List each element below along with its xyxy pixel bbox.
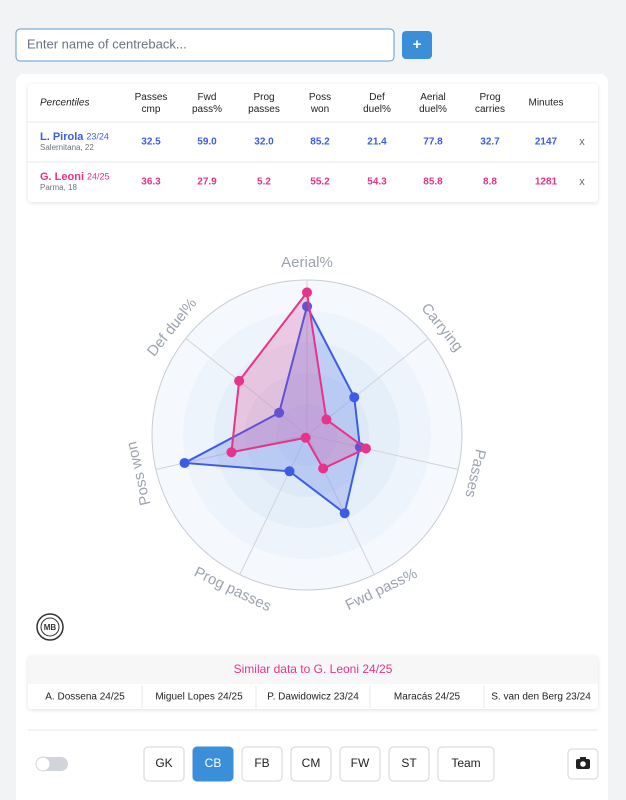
- player-name: G. Leoni: [40, 171, 84, 183]
- position-button-label: GK: [155, 756, 172, 770]
- radar-point: [274, 407, 285, 418]
- similar-item[interactable]: Maracás 24/25: [394, 692, 461, 703]
- table-cell: 32.0: [254, 137, 274, 148]
- table-cell: 21.4: [367, 137, 387, 148]
- radar-spoke: [239, 434, 308, 575]
- search-input[interactable]: [15, 28, 395, 62]
- remove-button[interactable]: x: [579, 176, 585, 188]
- table-header: Poss won: [309, 92, 331, 115]
- radar-point: [321, 414, 332, 425]
- search-placeholder: Enter name of centreback...: [27, 36, 187, 51]
- radar-point: [349, 392, 360, 403]
- camera-icon-top: [580, 757, 586, 760]
- table-box: [28, 84, 598, 202]
- toggle-knob: [35, 756, 51, 772]
- radar-point: [179, 457, 190, 468]
- logo-ring: [40, 617, 60, 637]
- radar-spoke: [306, 434, 459, 470]
- add-button[interactable]: [402, 31, 432, 59]
- radar-spoke: [185, 337, 308, 436]
- add-button-label: +: [413, 36, 422, 53]
- table-cell: 54.3: [367, 177, 387, 188]
- radar-point: [318, 463, 329, 474]
- table-cell: 1281: [535, 177, 558, 188]
- player-club: Parma, 18: [40, 183, 77, 192]
- table-cell: 85.8: [423, 177, 443, 188]
- table-header: Prog carries: [475, 92, 505, 115]
- position-button[interactable]: [241, 746, 283, 782]
- radar-point: [302, 287, 312, 298]
- table-header: Def duel%: [363, 92, 391, 115]
- player-season: 24/25: [87, 171, 110, 181]
- table-cell: 55.2: [310, 177, 330, 188]
- player-name: L. Pirola: [40, 131, 84, 143]
- similar-title: Similar data to G. Leoni 24/25: [234, 662, 393, 676]
- table-cell: 36.3: [141, 177, 161, 188]
- similar-item[interactable]: S. van den Berg 23/24: [491, 692, 591, 703]
- position-button-label: CB: [205, 756, 222, 770]
- table-header: Passes cmp: [135, 92, 168, 115]
- similar-item[interactable]: A. Dossena 24/25: [45, 692, 125, 703]
- similar-item[interactable]: P. Dawidowicz 23/24: [267, 692, 359, 703]
- table-cell: 2147: [535, 137, 558, 148]
- table-cell: 32.5: [141, 137, 161, 148]
- position-button-label: FW: [351, 756, 370, 770]
- radar-area: [230, 289, 368, 470]
- position-button[interactable]: [339, 746, 381, 782]
- player-club: Salernitana, 22: [40, 143, 94, 152]
- radar-point: [226, 447, 237, 458]
- logo-text: MB: [44, 623, 57, 632]
- position-button[interactable]: [143, 746, 185, 782]
- radar-axis-label: Aerial%: [281, 254, 333, 271]
- similar-header: [28, 656, 598, 684]
- camera-lens: [580, 761, 586, 767]
- position-button[interactable]: [192, 746, 234, 782]
- radar-point: [300, 432, 311, 443]
- table-header: Aerial duel%: [419, 92, 447, 115]
- radar-point: [284, 466, 295, 477]
- radar-point: [339, 508, 350, 519]
- position-button[interactable]: [290, 746, 332, 782]
- table-header: Percentiles: [40, 98, 89, 109]
- table-header: Fwd pass%: [192, 92, 222, 115]
- table-cell: 77.8: [423, 137, 443, 148]
- position-button-label: ST: [401, 756, 417, 770]
- player-season: 23/24: [86, 131, 109, 141]
- radar-point: [234, 375, 245, 386]
- position-button-label: FB: [254, 756, 269, 770]
- table-cell: 85.2: [310, 137, 330, 148]
- position-button-label: CM: [302, 756, 321, 770]
- position-button[interactable]: [437, 746, 495, 782]
- position-button-label: Team: [451, 756, 480, 770]
- table-cell: 8.8: [483, 177, 497, 188]
- position-button[interactable]: [388, 746, 430, 782]
- remove-button[interactable]: x: [579, 136, 585, 148]
- table-cell: 5.2: [257, 177, 271, 188]
- table-cell: 32.7: [480, 137, 500, 148]
- table-cell: 59.0: [197, 137, 217, 148]
- radar-point: [360, 443, 371, 454]
- similar-item[interactable]: Miguel Lopes 24/25: [155, 692, 243, 703]
- table-header: Prog passes: [248, 92, 280, 115]
- table-header: Minutes: [528, 98, 563, 109]
- table-cell: 27.9: [197, 177, 217, 188]
